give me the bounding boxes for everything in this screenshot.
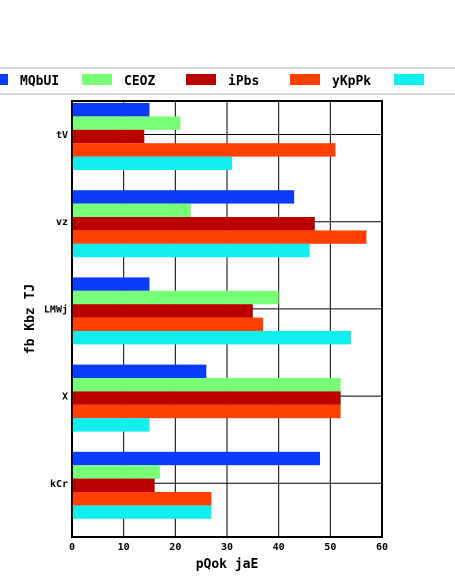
bar-lmwj-series-3 <box>72 304 253 318</box>
legend: MQbUI CEOZ iPbs yKpPk <box>0 67 455 95</box>
bar-lmwj-series-1 <box>72 277 150 291</box>
bar-lmwj-series-4 <box>72 317 264 331</box>
bar-kcr-series-2 <box>72 465 160 479</box>
bar-tv-series-4 <box>72 143 336 157</box>
x-tick-label: 50 <box>324 542 336 553</box>
legend-swatch-series-1 <box>0 74 8 85</box>
bar-x-series-3 <box>72 391 341 405</box>
bar-vz-series-2 <box>72 203 191 217</box>
x-axis-label: pQok jaE <box>196 557 259 572</box>
x-tick-label: 10 <box>118 542 130 553</box>
bar-lmwj-series-5 <box>72 331 351 345</box>
legend-swatch-series-2 <box>82 74 112 85</box>
bar-vz-series-5 <box>72 243 310 258</box>
bar-kcr-series-4 <box>72 492 212 506</box>
x-tick-label: 40 <box>273 542 285 553</box>
bar-lmwj-series-2 <box>72 290 279 305</box>
legend-swatch-series-5 <box>394 74 424 85</box>
bar-kcr-series-5 <box>72 505 212 519</box>
plot-frame <box>71 100 383 538</box>
x-tick-label: 20 <box>169 542 181 553</box>
bar-tv-series-3 <box>72 129 145 144</box>
bar-kcr-series-1 <box>72 451 320 466</box>
bar-vz-series-1 <box>72 190 295 204</box>
y-tick-label-tv: tV <box>56 130 68 141</box>
bar-tv-series-1 <box>72 103 150 117</box>
y-tick-label-vz: vz <box>56 217 68 228</box>
legend-label-ykppk: yKpPk <box>332 74 371 89</box>
bar-tv-series-2 <box>72 116 181 130</box>
x-axis-ticks: 0 10 20 30 40 50 60 <box>69 542 388 553</box>
bar-vz-series-3 <box>72 217 315 231</box>
x-tick-label: 30 <box>221 542 233 553</box>
bar-x-series-2 <box>72 378 341 392</box>
bar-kcr-series-3 <box>72 478 155 492</box>
bar-x-series-5 <box>72 418 150 432</box>
y-tick-label-kcr: kCr <box>50 479 68 490</box>
bar-x-series-4 <box>72 404 341 419</box>
y-tick-label-lmwj: LMWj <box>44 303 68 315</box>
bar-x-series-1 <box>72 364 207 378</box>
bar-tv-series-5 <box>72 156 233 170</box>
y-tick-label-x: X <box>62 392 68 403</box>
legend-label-mqbui: MQbUI <box>20 74 59 89</box>
bar-vz-series-4 <box>72 230 367 244</box>
bars <box>72 103 367 519</box>
x-tick-label: 0 <box>69 542 75 553</box>
legend-label-ceoz: CEOZ <box>124 74 155 89</box>
x-tick-label: 60 <box>376 542 388 553</box>
y-axis-label: fb Kbz TJ <box>23 284 38 354</box>
legend-swatch-series-4 <box>290 74 320 85</box>
legend-label-ipbs: iPbs <box>228 74 259 89</box>
legend-swatch-series-3 <box>186 74 216 85</box>
